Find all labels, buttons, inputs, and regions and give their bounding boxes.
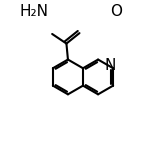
Text: N: N — [105, 58, 116, 73]
Text: O: O — [110, 4, 122, 19]
Text: H₂N: H₂N — [19, 4, 48, 19]
